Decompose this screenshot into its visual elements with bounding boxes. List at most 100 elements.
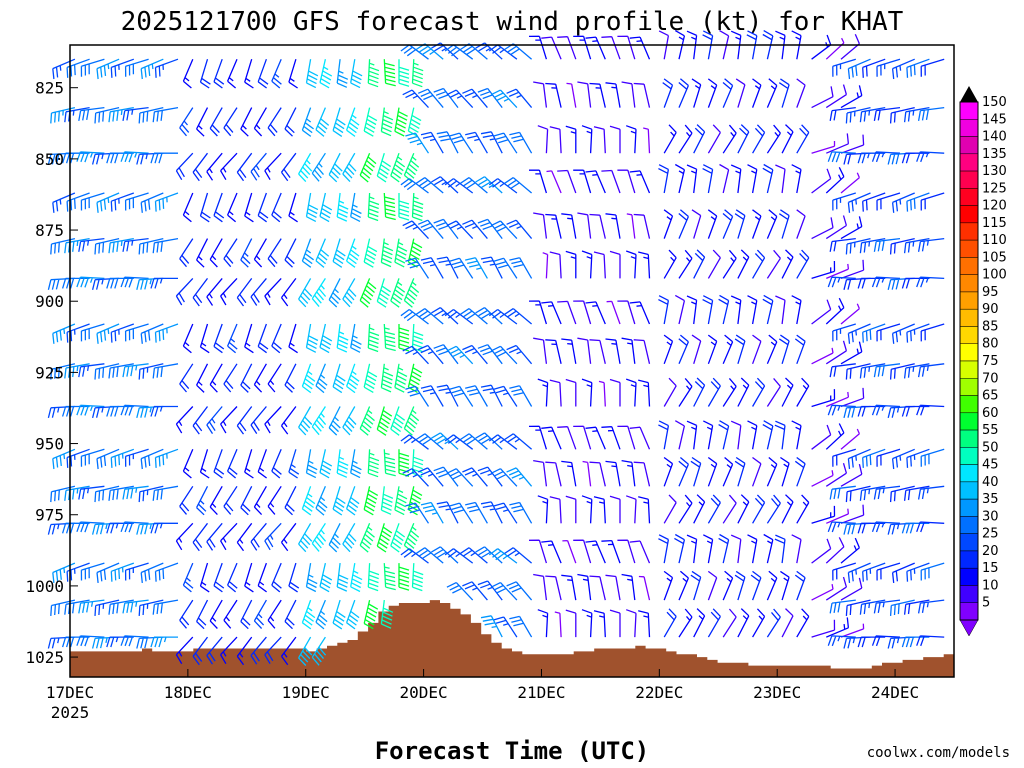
wind-barb	[298, 278, 313, 308]
wind-barb-shape	[284, 363, 297, 393]
wind-barb-shape	[545, 82, 562, 108]
wind-barb	[577, 212, 592, 239]
wind-barb-shape	[140, 562, 164, 583]
wind-barb	[686, 30, 698, 60]
wind-barb	[76, 635, 105, 647]
wind-barb-shape	[762, 30, 774, 60]
wind-barb-shape	[150, 152, 178, 164]
wind-barb	[840, 134, 865, 154]
wind-barb	[722, 124, 737, 154]
wind-barb	[857, 277, 886, 289]
wind-barb-shape	[380, 486, 394, 515]
wind-barb-shape	[182, 58, 194, 89]
wind-barb	[621, 459, 636, 487]
wind-barb	[350, 449, 362, 479]
wind-barb	[871, 635, 901, 647]
wind-barb	[889, 237, 915, 255]
wind-barb-shape	[227, 323, 238, 354]
wind-barb-shape	[545, 575, 562, 601]
wind-barb-shape	[707, 608, 721, 638]
wind-barb	[350, 59, 363, 89]
wind-barb-shape	[557, 36, 577, 60]
wind-barb	[359, 523, 375, 553]
wind-barb	[678, 608, 693, 638]
wind-barb	[509, 615, 533, 638]
wind-barb-shape	[96, 58, 120, 80]
wind-barb-shape	[284, 107, 297, 137]
y-tick-label: 900	[35, 292, 64, 311]
wind-barb	[106, 636, 134, 648]
wind-barb	[829, 599, 856, 614]
wind-barb-shape	[840, 33, 860, 60]
wind-barb	[220, 522, 238, 551]
wind-barb-shape	[796, 124, 810, 154]
wind-barb	[730, 164, 742, 194]
wind-barb	[236, 522, 253, 552]
wind-barb	[845, 599, 871, 616]
wind-barb-shape	[52, 323, 76, 344]
wind-barb-shape	[110, 323, 135, 343]
wind-barb-shape	[862, 562, 886, 582]
wind-barb-shape	[626, 213, 636, 239]
wind-barb	[76, 151, 105, 163]
wind-barb-shape	[376, 153, 392, 183]
wind-barb-shape	[633, 213, 651, 239]
wind-barb-shape	[411, 323, 424, 353]
wind-barb	[462, 467, 488, 487]
wind-barb-shape	[465, 131, 488, 154]
wind-barb-shape	[236, 406, 253, 435]
wind-barb	[315, 107, 330, 137]
wind-barb-shape	[336, 192, 349, 222]
wind-barb	[257, 449, 268, 479]
wind-barb-shape	[264, 277, 282, 306]
wind-barb	[876, 58, 901, 77]
wind-barb	[488, 44, 518, 60]
wind-barb-shape	[719, 30, 730, 60]
wind-barb	[663, 570, 674, 601]
colorbar-label: 105	[982, 250, 1007, 265]
wind-barb	[826, 508, 850, 524]
wind-barb-shape	[213, 449, 225, 479]
wind-barb	[301, 107, 314, 137]
wind-barb	[209, 599, 223, 629]
wind-barb	[192, 522, 209, 552]
wind-barb-shape	[752, 249, 766, 279]
wind-barb	[643, 127, 651, 154]
wind-barb	[827, 521, 856, 533]
wind-barb-shape	[891, 58, 915, 80]
wind-barb-shape	[257, 562, 268, 593]
wind-barb	[66, 58, 90, 78]
wind-barb-shape	[244, 323, 254, 354]
wind-barb-shape	[76, 276, 105, 288]
wind-barb	[223, 238, 238, 268]
wind-barb	[589, 461, 606, 487]
wind-barb	[638, 496, 651, 524]
wind-barb	[541, 36, 562, 60]
wind-barb-shape	[490, 89, 518, 109]
wind-barb	[140, 323, 164, 344]
wind-barb-shape	[403, 152, 420, 183]
wind-barb	[301, 599, 316, 630]
wind-barb	[328, 523, 341, 553]
wind-barb	[449, 257, 474, 279]
wind-barb	[460, 177, 488, 194]
wind-barb	[462, 344, 488, 365]
wind-barb-shape	[504, 308, 533, 325]
wind-barb-shape	[444, 548, 474, 564]
wind-barb	[213, 449, 225, 479]
wind-barb-shape	[859, 363, 886, 379]
wind-barb-shape	[752, 377, 766, 407]
wind-barb-shape	[889, 237, 915, 255]
wind-barb-shape	[674, 533, 686, 564]
wind-barb	[493, 257, 518, 279]
wind-barb	[678, 78, 689, 108]
wind-barb-shape	[609, 250, 621, 279]
wind-barb	[380, 600, 394, 629]
wind-barb-shape	[794, 456, 806, 487]
wind-barb-shape	[702, 295, 714, 325]
wind-barb-shape	[196, 599, 209, 630]
wind-barb-shape	[678, 457, 689, 487]
wind-barb-shape	[601, 169, 621, 194]
wind-barb	[490, 345, 518, 365]
